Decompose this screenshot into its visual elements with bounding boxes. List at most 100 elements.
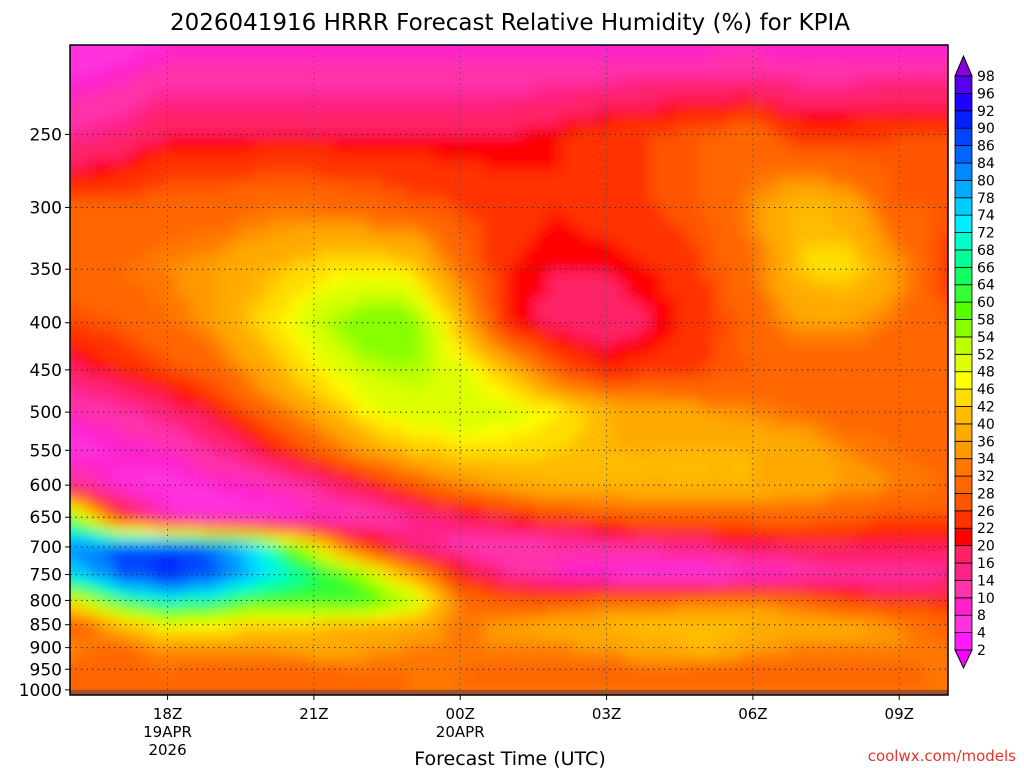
rh-cell <box>611 84 625 94</box>
rh-cell <box>127 34 141 44</box>
rh-cell <box>789 297 804 307</box>
rh-cell <box>139 169 154 179</box>
rh-cell <box>878 195 893 205</box>
rh-cell <box>776 348 791 358</box>
rh-cell <box>942 535 948 545</box>
rh-cell <box>432 144 447 154</box>
rh-cell <box>598 458 613 468</box>
rh-cell <box>432 339 447 349</box>
rh-cell <box>662 118 676 128</box>
rh-cell <box>815 50 829 60</box>
rh-cell <box>113 144 128 154</box>
rh-cell <box>662 322 676 332</box>
rh-cell <box>560 280 574 290</box>
rh-cell <box>789 450 804 460</box>
rh-cell <box>356 84 370 94</box>
rh-cell <box>764 169 778 179</box>
rh-cell <box>305 467 319 477</box>
rh-cell <box>292 577 307 587</box>
rh-cell <box>840 152 855 162</box>
rh-cell <box>891 305 906 315</box>
rh-cell <box>343 144 358 154</box>
rh-cell <box>458 127 472 137</box>
rh-cell <box>547 586 562 596</box>
rh-cell <box>776 271 791 281</box>
rh-cell <box>649 297 664 307</box>
rh-cell <box>177 484 192 494</box>
rh-cell <box>470 144 485 154</box>
rh-cell <box>330 518 345 528</box>
rh-cell <box>802 492 817 502</box>
rh-cell <box>802 331 817 341</box>
rh-cell <box>878 526 893 536</box>
rh-cell <box>407 586 421 596</box>
rh-cell <box>419 501 434 511</box>
rh-cell <box>215 577 230 587</box>
rh-cell <box>764 186 778 196</box>
rh-cell <box>891 331 906 341</box>
rh-cell <box>700 339 715 349</box>
rh-cell <box>113 263 128 273</box>
rh-cell <box>547 526 562 536</box>
rh-cell <box>815 280 829 290</box>
rh-cell <box>228 297 243 307</box>
rh-cell <box>585 458 600 468</box>
rh-cell <box>802 526 817 536</box>
rh-cell <box>764 424 778 434</box>
rh-cell <box>789 203 804 213</box>
rh-cell <box>917 195 931 205</box>
rh-cell <box>317 509 332 519</box>
rh-cell <box>101 297 115 307</box>
rh-cell <box>521 195 536 205</box>
rh-cell <box>738 416 753 426</box>
rh-cell <box>585 484 600 494</box>
rh-cell <box>113 543 128 553</box>
rh-cell <box>611 416 625 426</box>
rh-cell <box>866 552 880 562</box>
rh-cell <box>598 195 613 205</box>
rh-cell <box>942 518 948 528</box>
rh-cell <box>305 441 319 451</box>
rh-cell <box>827 399 842 409</box>
rh-cell <box>215 535 230 545</box>
rh-cell <box>815 203 829 213</box>
rh-cell <box>509 220 523 230</box>
rh-cell <box>458 450 472 460</box>
rh-cell <box>713 348 727 358</box>
rh-cell <box>853 339 868 349</box>
rh-cell <box>942 475 948 485</box>
rh-cell <box>292 288 307 298</box>
rh-cell <box>623 560 638 570</box>
rh-cell <box>126 526 141 536</box>
rh-cell <box>75 50 90 60</box>
rh-cell <box>815 433 829 443</box>
rh-cell <box>279 186 294 196</box>
rh-cell <box>611 67 625 77</box>
rh-cell <box>929 280 944 290</box>
rh-cell <box>152 84 166 94</box>
rh-cell <box>776 339 791 349</box>
rh-cell <box>713 331 727 341</box>
rh-cell <box>572 314 587 324</box>
rh-cell <box>254 59 268 69</box>
rh-cell <box>853 331 868 341</box>
rh-cell <box>725 501 740 511</box>
rh-cell <box>662 67 676 77</box>
rh-cell <box>88 203 103 213</box>
rh-cell <box>738 203 753 213</box>
rh-cell <box>126 535 141 545</box>
rh-cell <box>279 229 294 239</box>
rh-cell <box>241 424 256 434</box>
rh-cell <box>942 484 948 494</box>
rh-cell <box>228 254 243 264</box>
rh-cell <box>764 50 778 60</box>
rh-cell <box>521 161 536 171</box>
rh-cell <box>521 433 536 443</box>
rh-cell <box>623 484 638 494</box>
rh-cell <box>75 67 90 77</box>
rh-cell <box>126 424 141 434</box>
rh-cell <box>764 110 778 120</box>
rh-cell <box>521 543 536 553</box>
rh-cell <box>483 144 498 154</box>
rh-cell <box>649 220 664 230</box>
